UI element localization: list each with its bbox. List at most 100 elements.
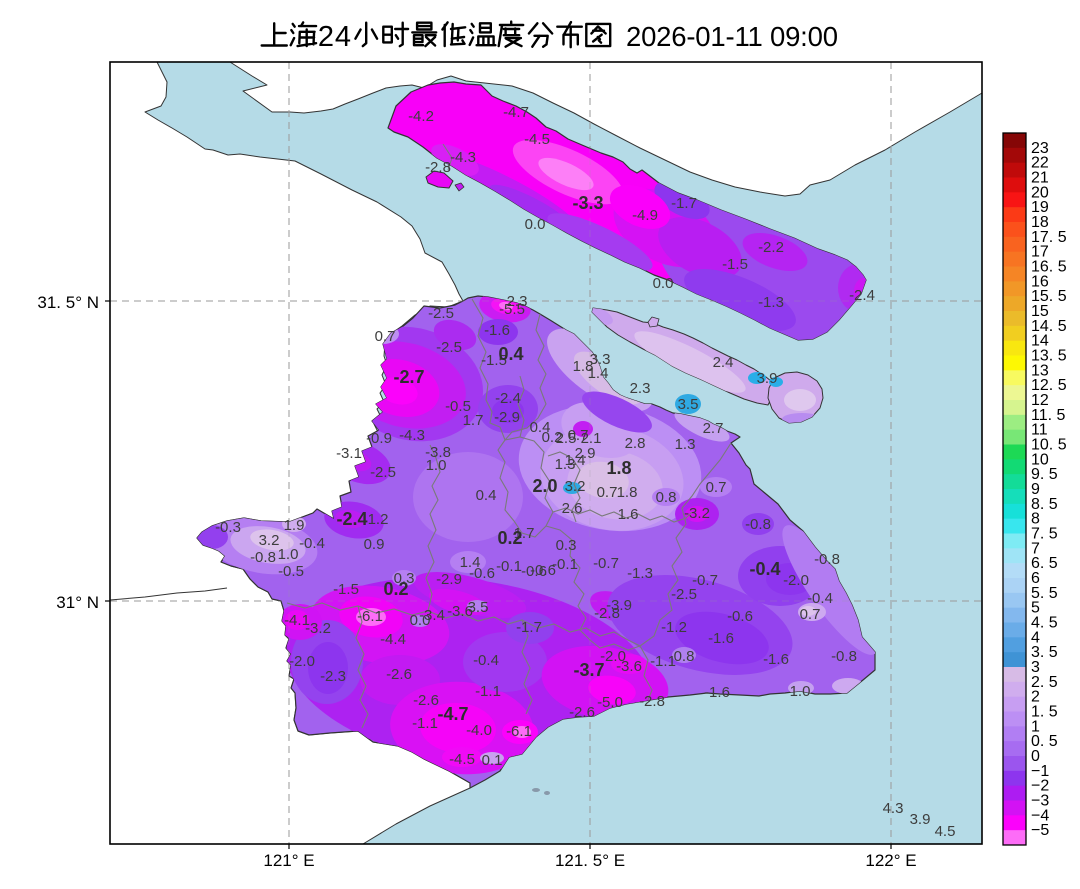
svg-text:0.7: 0.7 bbox=[597, 484, 618, 501]
svg-text:-2.6: -2.6 bbox=[413, 692, 439, 709]
svg-text:-0.6: -0.6 bbox=[521, 563, 547, 580]
svg-text:121° E: 121° E bbox=[263, 851, 314, 870]
svg-text:6. 5: 6. 5 bbox=[1031, 555, 1058, 572]
svg-text:-0.7: -0.7 bbox=[593, 555, 619, 572]
svg-text:-0.6: -0.6 bbox=[530, 562, 556, 579]
svg-text:4.5: 4.5 bbox=[935, 823, 956, 840]
svg-text:-2.9: -2.9 bbox=[494, 409, 520, 426]
svg-text:3.9: 3.9 bbox=[757, 370, 778, 387]
svg-text:-2.0: -2.0 bbox=[783, 572, 809, 589]
svg-text:-4.0: -4.0 bbox=[466, 722, 492, 739]
svg-text:-1.1: -1.1 bbox=[412, 715, 438, 732]
svg-text:-0.4: -0.4 bbox=[473, 652, 499, 669]
svg-text:0.2: 0.2 bbox=[542, 429, 563, 446]
svg-text:-4.3: -4.3 bbox=[450, 149, 476, 166]
svg-text:-3.3: -3.3 bbox=[572, 193, 603, 213]
svg-text:−1: −1 bbox=[1031, 763, 1049, 780]
svg-text:-2.9: -2.9 bbox=[436, 571, 462, 588]
svg-text:1.4: 1.4 bbox=[460, 554, 481, 571]
svg-text:11. 5: 11. 5 bbox=[1031, 407, 1066, 424]
svg-text:-1.1: -1.1 bbox=[650, 653, 676, 670]
svg-text:1.7: 1.7 bbox=[514, 525, 535, 542]
svg-text:-5.5: -5.5 bbox=[499, 301, 525, 318]
svg-text:-0.8: -0.8 bbox=[745, 516, 771, 533]
svg-text:-2.3: -2.3 bbox=[320, 668, 346, 685]
svg-text:3.2: 3.2 bbox=[259, 532, 280, 549]
svg-text:0.7: 0.7 bbox=[568, 427, 589, 444]
svg-text:-0.5: -0.5 bbox=[278, 563, 304, 580]
svg-text:5: 5 bbox=[1031, 600, 1040, 617]
svg-text:23: 23 bbox=[1031, 140, 1049, 157]
svg-text:-0.8: -0.8 bbox=[814, 551, 840, 568]
svg-text:-1.3: -1.3 bbox=[758, 294, 784, 311]
svg-text:-1.1: -1.1 bbox=[475, 683, 501, 700]
svg-text:-1.6: -1.6 bbox=[763, 651, 789, 668]
svg-text:-2.5: -2.5 bbox=[671, 586, 697, 603]
svg-text:2.1: 2.1 bbox=[581, 430, 602, 447]
svg-text:3: 3 bbox=[1031, 659, 1040, 676]
svg-text:18: 18 bbox=[1031, 214, 1049, 231]
svg-text:3. 5: 3. 5 bbox=[1031, 644, 1058, 661]
svg-text:2: 2 bbox=[318, 21, 334, 53]
svg-text:-0.8: -0.8 bbox=[250, 549, 276, 566]
svg-text:-0.5: -0.5 bbox=[445, 398, 471, 415]
svg-text:12: 12 bbox=[1031, 392, 1049, 409]
svg-text:-2.8: -2.8 bbox=[594, 605, 620, 622]
svg-text:14. 5: 14. 5 bbox=[1031, 318, 1067, 335]
svg-text:−2: −2 bbox=[1031, 778, 1049, 795]
svg-text:3.2: 3.2 bbox=[565, 478, 586, 495]
svg-text:1: 1 bbox=[1031, 718, 1040, 735]
svg-text:0.2: 0.2 bbox=[383, 579, 408, 599]
svg-text:-3.1: -3.1 bbox=[336, 445, 362, 462]
svg-text:3.5: 3.5 bbox=[678, 396, 699, 413]
svg-text:13: 13 bbox=[1031, 362, 1049, 379]
svg-text:1.3: 1.3 bbox=[555, 456, 576, 473]
svg-text:9. 5: 9. 5 bbox=[1031, 466, 1058, 483]
svg-text:-2.7: -2.7 bbox=[393, 367, 424, 387]
svg-text:15: 15 bbox=[1031, 303, 1049, 320]
svg-text:−4: −4 bbox=[1031, 807, 1049, 824]
svg-text:-2.6: -2.6 bbox=[386, 666, 412, 683]
svg-text:-0.8: -0.8 bbox=[831, 648, 857, 665]
svg-text:-2.4: -2.4 bbox=[336, 509, 367, 529]
svg-text:0.9: 0.9 bbox=[364, 536, 385, 553]
svg-text:0.0: 0.0 bbox=[653, 275, 674, 292]
svg-text:1.7: 1.7 bbox=[463, 412, 484, 429]
svg-text:-0.4: -0.4 bbox=[807, 590, 833, 607]
svg-text:1.6: 1.6 bbox=[618, 506, 639, 523]
svg-text:-3.8: -3.8 bbox=[425, 444, 451, 461]
svg-text:15. 5: 15. 5 bbox=[1031, 288, 1067, 305]
svg-text:-1.2: -1.2 bbox=[661, 619, 687, 636]
svg-text:0: 0 bbox=[1031, 748, 1040, 765]
svg-text:1.8: 1.8 bbox=[573, 358, 594, 375]
svg-text:14: 14 bbox=[1031, 333, 1049, 350]
svg-text:1.0: 1.0 bbox=[790, 683, 811, 700]
svg-text:19: 19 bbox=[1031, 199, 1049, 216]
svg-text:-2.4: -2.4 bbox=[495, 390, 521, 407]
svg-text:3.5: 3.5 bbox=[468, 599, 489, 616]
svg-text:11: 11 bbox=[1031, 422, 1048, 439]
svg-text:-4.4: -4.4 bbox=[380, 631, 406, 648]
svg-text:122° E: 122° E bbox=[865, 851, 916, 870]
svg-text:-2.5: -2.5 bbox=[436, 339, 462, 356]
svg-text:7. 5: 7. 5 bbox=[1031, 526, 1058, 543]
svg-text:-4.7: -4.7 bbox=[437, 704, 468, 724]
svg-text:-3.9: -3.9 bbox=[606, 597, 632, 614]
svg-text:-3.7: -3.7 bbox=[573, 660, 604, 680]
svg-text:1.9: 1.9 bbox=[284, 517, 305, 534]
svg-text:4. 5: 4. 5 bbox=[1031, 615, 1058, 632]
svg-text:1. 5: 1. 5 bbox=[1031, 704, 1058, 721]
svg-text:31° N: 31° N bbox=[56, 593, 99, 612]
svg-text:6: 6 bbox=[1031, 570, 1040, 587]
svg-text:0.4: 0.4 bbox=[530, 419, 551, 436]
svg-text:-2.5: -2.5 bbox=[370, 464, 396, 481]
svg-text:1.4: 1.4 bbox=[565, 452, 586, 469]
svg-text:-1.6: -1.6 bbox=[704, 684, 730, 701]
svg-text:31. 5° N: 31. 5° N bbox=[37, 293, 99, 312]
svg-text:16. 5: 16. 5 bbox=[1031, 259, 1067, 276]
svg-text:17: 17 bbox=[1031, 244, 1049, 261]
svg-text:10. 5: 10. 5 bbox=[1031, 437, 1067, 454]
svg-text:-5.0: -5.0 bbox=[597, 694, 623, 711]
svg-text:20: 20 bbox=[1031, 184, 1049, 201]
svg-text:-4.1: -4.1 bbox=[284, 612, 310, 629]
